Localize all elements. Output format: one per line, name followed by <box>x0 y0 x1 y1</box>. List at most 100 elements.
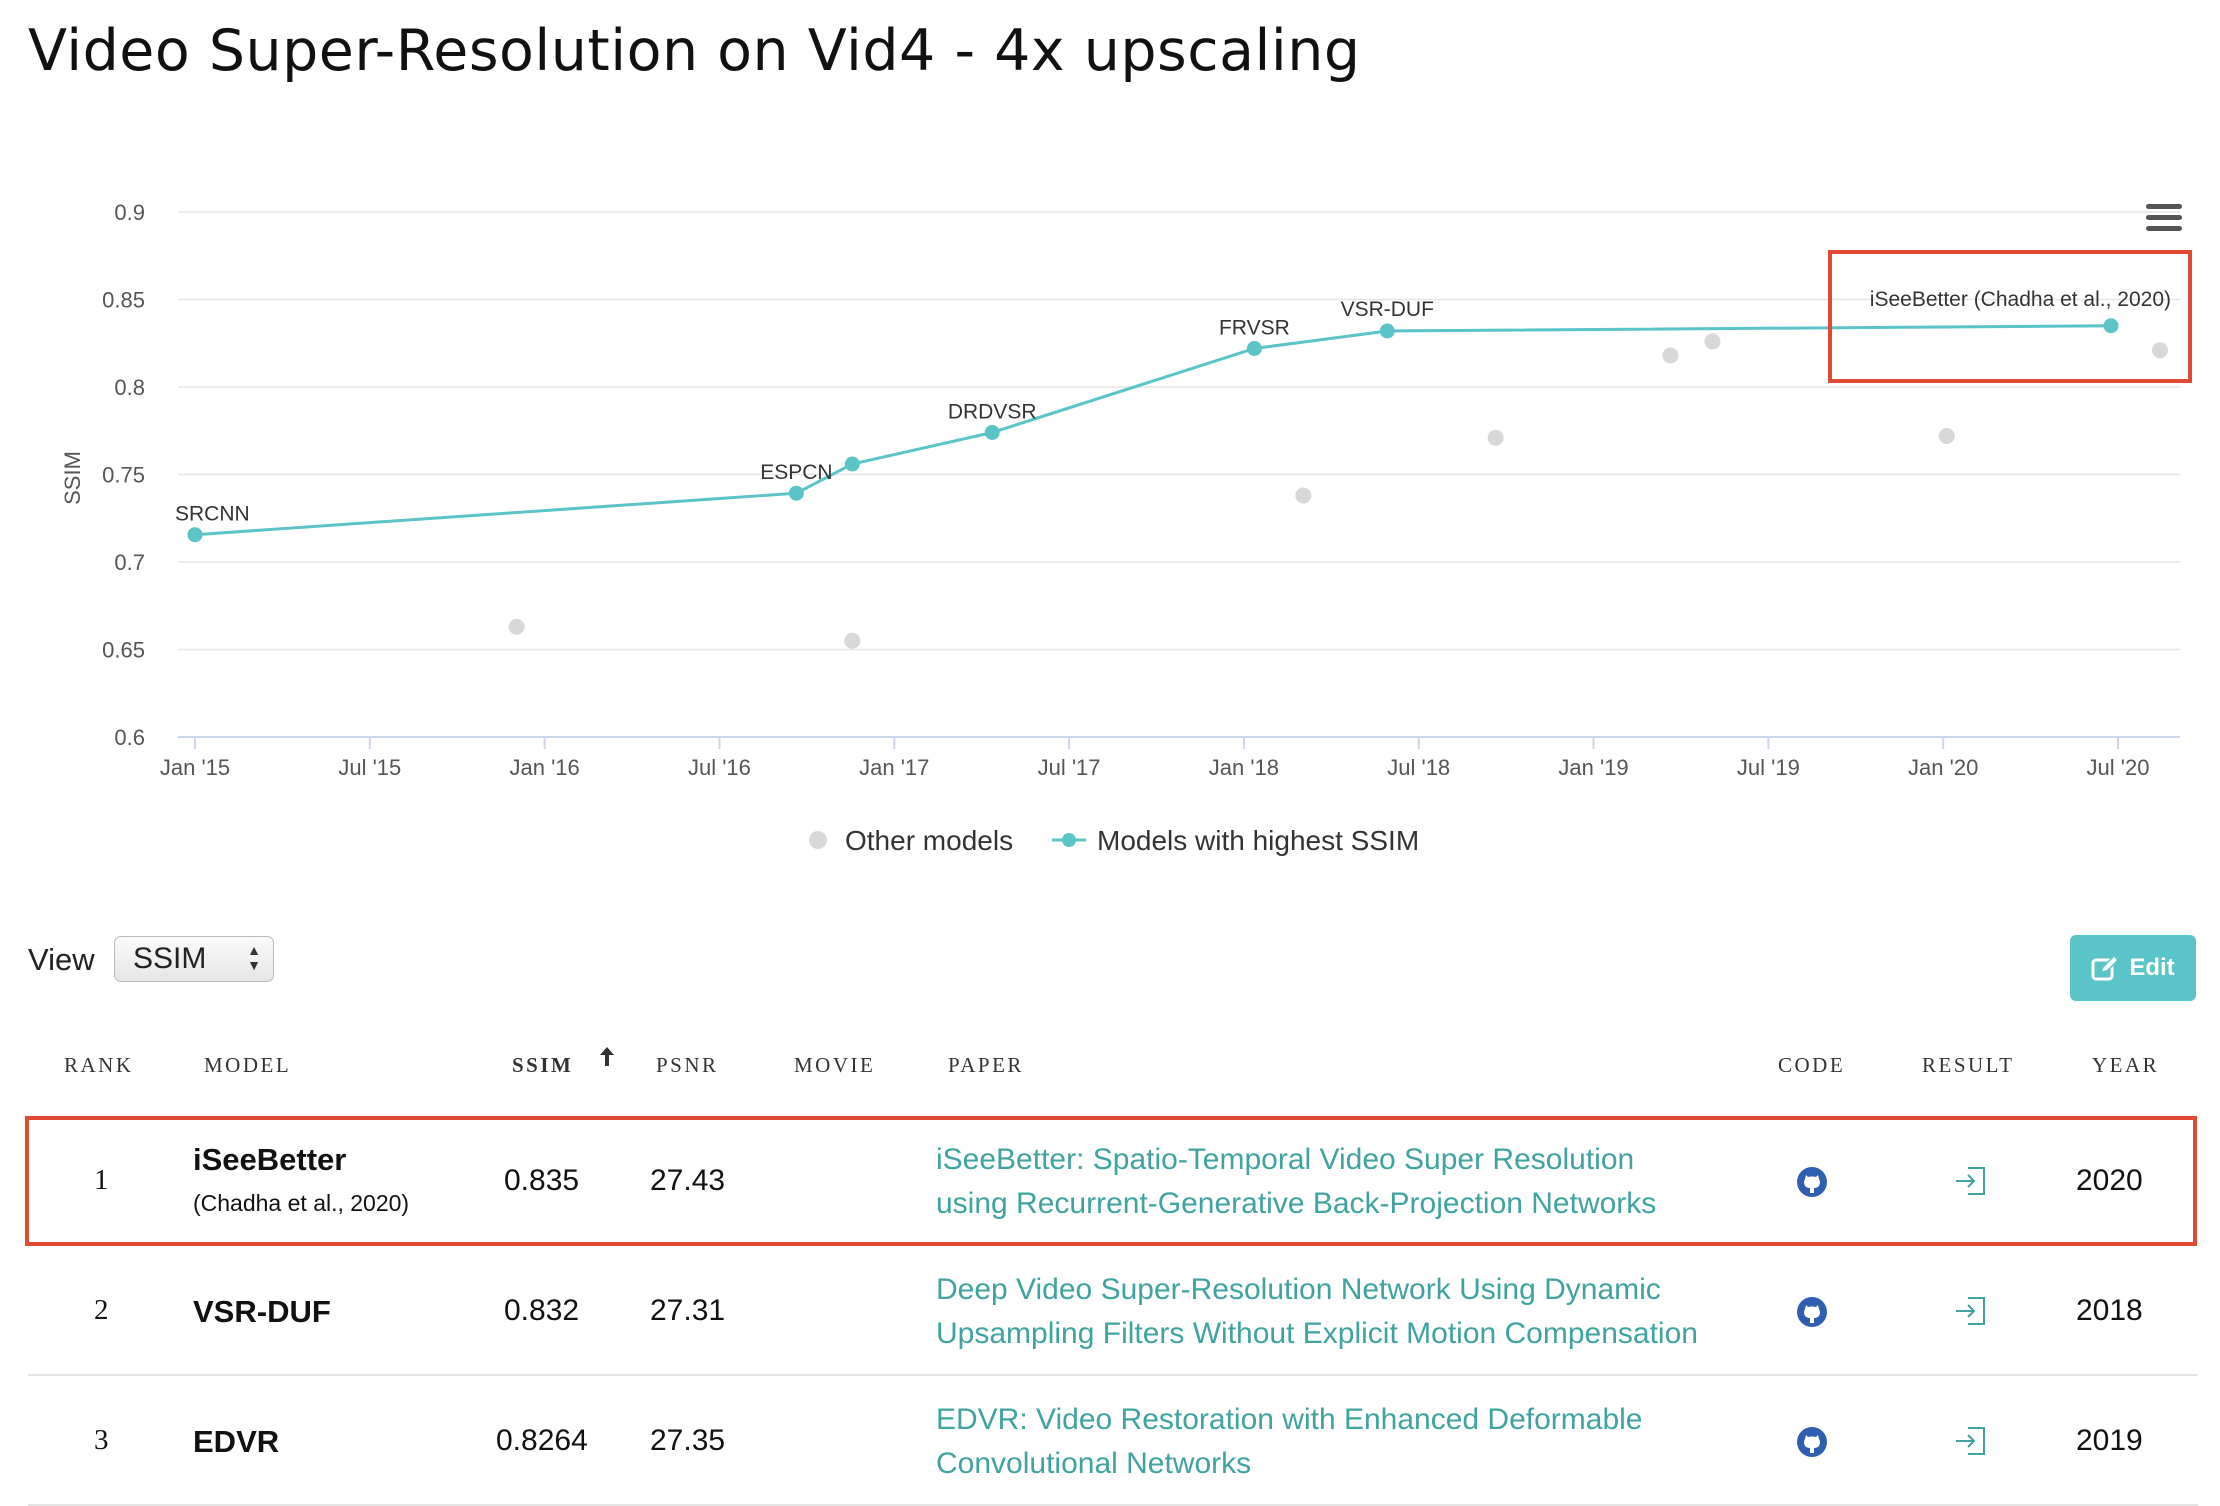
col-psnr[interactable]: PSNR <box>656 1053 719 1077</box>
table-row[interactable]: 2 VSR-DUF 0.832 27.31 Deep Video Super-R… <box>28 1246 2198 1376</box>
row-psnr: 27.31 <box>650 1294 726 1327</box>
chart-grid <box>178 211 2180 738</box>
paper-line[interactable]: Upsampling Filters Without Explicit Moti… <box>936 1317 1698 1350</box>
col-year[interactable]: YEAR <box>2092 1053 2160 1077</box>
y-axis-label: SSIM <box>60 451 85 505</box>
point-label: VSR-DUF <box>1341 298 1434 321</box>
col-rank[interactable]: RANK <box>64 1053 134 1077</box>
best-model-point <box>2103 318 2119 334</box>
best-model-point <box>1379 323 1395 339</box>
y-tick-label: 0.85 <box>102 288 145 313</box>
row-highlight-box <box>25 1116 2197 1246</box>
y-tick-label: 0.65 <box>102 638 145 663</box>
x-tick-label: Jul '17 <box>1038 755 1101 780</box>
other-model-point <box>1662 347 1679 364</box>
enter-icon[interactable] <box>1954 1426 1988 1456</box>
edit-icon <box>2091 955 2120 981</box>
col-ssim[interactable]: SSIM <box>512 1053 574 1077</box>
github-icon[interactable] <box>1796 1296 1828 1328</box>
row-year: 2018 <box>2076 1294 2143 1327</box>
row-ssim: 0.835 <box>504 1164 580 1197</box>
enter-icon[interactable] <box>1954 1166 1988 1196</box>
sort-arrow-up-icon[interactable] <box>598 1046 616 1068</box>
col-code[interactable]: CODE <box>1778 1053 1846 1077</box>
row-psnr: 27.35 <box>650 1424 726 1457</box>
paper-line[interactable]: iSeeBetter: Spatio-Temporal Video Super … <box>936 1143 1635 1176</box>
legend-best-marker <box>1062 833 1076 847</box>
row-rank: 1 <box>94 1164 109 1196</box>
row-paper-link[interactable]: Deep Video Super-Resolution Network Usin… <box>936 1268 1736 1356</box>
row-model[interactable]: iSeeBetter <box>193 1142 347 1177</box>
row-divider <box>28 1374 2198 1376</box>
hamburger-menu-icon[interactable] <box>2146 204 2182 231</box>
point-label: DRDVSR <box>948 401 1037 424</box>
legend-other-label: Other models <box>845 825 1013 856</box>
paper-line[interactable]: Convolutional Networks <box>936 1447 1252 1480</box>
point-label: FRVSR <box>1219 317 1290 340</box>
best-model-point <box>788 485 804 501</box>
col-paper[interactable]: PAPER <box>948 1053 1024 1077</box>
x-tick-label: Jan '17 <box>859 755 929 780</box>
row-year: 2019 <box>2076 1424 2143 1457</box>
view-select[interactable]: SSIM ▲ ▼ <box>114 936 274 982</box>
row-model[interactable]: EDVR <box>193 1424 280 1459</box>
row-rank: 3 <box>94 1424 109 1456</box>
highlight-box <box>1828 250 2192 383</box>
other-model-point <box>1704 333 1721 350</box>
legend-best-label: Models with highest SSIM <box>1097 825 1419 856</box>
github-icon[interactable] <box>1796 1166 1828 1198</box>
edit-button[interactable]: Edit <box>2070 935 2196 1001</box>
best-model-point <box>187 527 203 543</box>
x-tick-label: Jul '18 <box>1387 755 1450 780</box>
other-model-point <box>508 618 525 635</box>
paper-line[interactable]: using Recurrent-Generative Back-Projecti… <box>936 1187 1657 1220</box>
col-movie[interactable]: MOVIE <box>794 1053 876 1077</box>
chart-legend: Other models Models with highest SSIM <box>809 825 1419 856</box>
table-row[interactable]: 3 EDVR 0.8264 27.35 EDVR: Video Restorat… <box>28 1376 2198 1506</box>
x-tick-label: Jan '16 <box>510 755 580 780</box>
other-models-series <box>508 333 2168 649</box>
x-tick-label: Jul '19 <box>1737 755 1800 780</box>
enter-icon[interactable] <box>1954 1296 1988 1326</box>
x-tick-label: Jul '20 <box>2087 755 2150 780</box>
other-model-point <box>1938 428 1955 444</box>
y-tick-label: 0.7 <box>114 550 145 575</box>
paper-line[interactable]: EDVR: Video Restoration with Enhanced De… <box>936 1403 1643 1436</box>
x-tick-label: Jul '15 <box>338 755 401 780</box>
y-tick-label: 0.9 <box>114 200 145 225</box>
other-model-point <box>2151 342 2168 359</box>
point-label: SRCNN <box>175 503 250 526</box>
other-model-point <box>1487 429 1504 446</box>
best-model-point <box>984 425 1000 440</box>
row-psnr: 27.43 <box>650 1164 726 1197</box>
y-axis-ticks: 0.6 0.65 0.7 0.75 0.8 0.85 0.9 <box>102 200 145 750</box>
edit-button-label: Edit <box>2129 954 2175 981</box>
col-model[interactable]: MODEL <box>204 1053 292 1077</box>
select-arrows-icon: ▲ ▼ <box>247 942 261 973</box>
x-tick-label: Jan '20 <box>1908 755 1978 780</box>
row-paper-link[interactable]: iSeeBetter: Spatio-Temporal Video Super … <box>936 1138 1736 1226</box>
x-axis-ticks: Jan '15 Jul '15 Jan '16 Jul '16 Jan '17 Jul '… <box>160 737 2150 780</box>
legend-other-marker <box>809 831 827 849</box>
table-row[interactable]: 1 iSeeBetter (Chadha et al., 2020) 0.835… <box>28 1116 2198 1246</box>
best-models-series <box>187 318 2119 543</box>
point-label: ESPCN <box>760 461 832 484</box>
row-model-sub: (Chadha et al., 2020) <box>193 1190 410 1216</box>
other-model-point <box>1295 487 1312 504</box>
point-labels: SRCNN ESPCN DRDVSR FRVSR VSR-DUF iSeeBetter (… <box>175 288 2171 526</box>
paper-line[interactable]: Deep Video Super-Resolution Network Usin… <box>936 1273 1661 1306</box>
y-tick-label: 0.6 <box>114 725 145 750</box>
y-tick-label: 0.75 <box>102 463 145 488</box>
github-icon[interactable] <box>1796 1426 1828 1458</box>
other-model-point <box>844 632 861 649</box>
row-model[interactable]: VSR-DUF <box>193 1294 331 1329</box>
ssim-chart: 0.60.650.70.750.80.850.9 Jan '15 Jul '15 J… <box>60 200 2192 856</box>
col-result[interactable]: RESULT <box>1922 1053 2015 1077</box>
page-title: Video Super-Resolution on Vid4 - 4x upsc… <box>28 18 1361 84</box>
x-tick-label: Jul '16 <box>688 755 751 780</box>
row-ssim: 0.832 <box>504 1294 580 1327</box>
best-model-point <box>844 456 860 472</box>
x-tick-label: Jan '19 <box>1558 755 1628 780</box>
row-paper-link[interactable]: EDVR: Video Restoration with Enhanced De… <box>936 1398 1736 1486</box>
x-tick-label: Jan '15 <box>160 755 230 780</box>
